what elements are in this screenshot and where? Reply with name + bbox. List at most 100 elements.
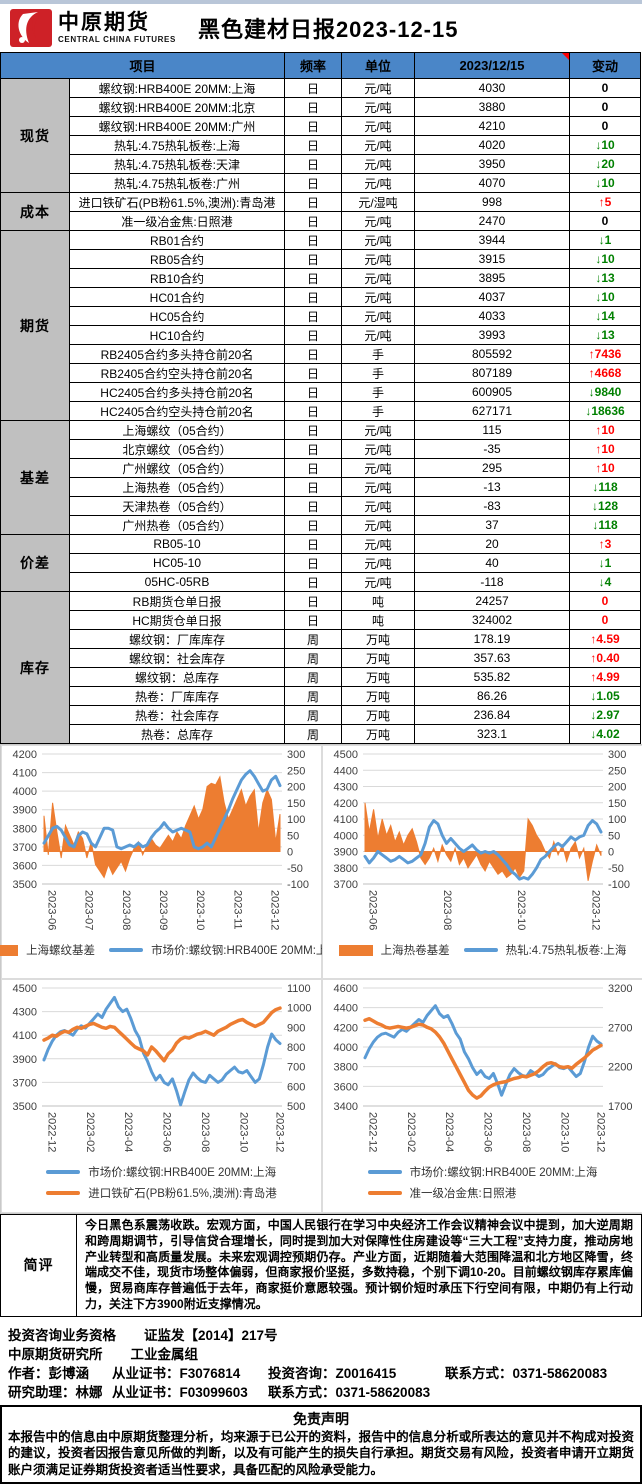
svg-text:300: 300 — [608, 749, 626, 761]
cell-unit: 手 — [342, 364, 415, 383]
svg-text:4600: 4600 — [334, 983, 358, 995]
svg-text:-100: -100 — [287, 879, 309, 891]
license-number: 证监发【2014】217号 — [144, 1328, 278, 1344]
cell-item: 螺纹钢：总库存 — [70, 668, 285, 687]
cell-change: ↓10 — [570, 174, 641, 193]
svg-text:4000: 4000 — [13, 786, 37, 798]
cell-freq: 日 — [285, 117, 342, 136]
svg-text:250: 250 — [287, 765, 305, 777]
svg-text:2023-04: 2023-04 — [443, 1112, 455, 1152]
svg-text:50: 50 — [287, 830, 299, 842]
cell-change: ↓4 — [570, 573, 641, 592]
cell-freq: 周 — [285, 706, 342, 725]
cell-freq: 周 — [285, 630, 342, 649]
cell-item: 螺纹钢:HRB400E 20MM:上海 — [70, 79, 285, 98]
author-advisory: 投资咨询：Z0016415 — [268, 1366, 397, 1382]
svg-text:150: 150 — [608, 798, 626, 810]
cell-value: 627171 — [415, 402, 570, 421]
cell-unit: 元/吨 — [342, 535, 415, 554]
cell-change: ↑7436 — [570, 345, 641, 364]
legend-area-swatch — [0, 944, 19, 956]
cell-freq: 周 — [285, 668, 342, 687]
cell-change: 0 — [570, 611, 641, 630]
credentials-line-4: 研究助理：林娜 从业证书：F03099603 联系方式：0371-5862008… — [8, 1382, 634, 1401]
chart-legend: 上海热卷基差 热轧:4.75热轧板卷:上海 — [323, 942, 642, 958]
cell-freq: 日 — [285, 250, 342, 269]
legend-entry: 市场价:螺纹钢:HRB400E 20MM:上海 — [46, 1164, 276, 1180]
cell-freq: 日 — [285, 288, 342, 307]
cell-unit: 万吨 — [342, 630, 415, 649]
cell-value: 3993 — [415, 326, 570, 345]
cell-item: 广州螺纹（05合约） — [70, 459, 285, 478]
cell-unit: 元/吨 — [342, 98, 415, 117]
group-label: 库存 — [1, 592, 70, 744]
report-header: 中原期货 CENTRAL CHINA FUTURES 黑色建材日报2023-12… — [0, 4, 642, 52]
cell-unit: 万吨 — [342, 649, 415, 668]
cell-value: 236.84 — [415, 706, 570, 725]
cell-value: 4030 — [415, 79, 570, 98]
svg-text:3900: 3900 — [13, 1054, 37, 1066]
svg-text:2023-12: 2023-12 — [273, 1112, 285, 1152]
page-title: 黑色建材日报2023-12-15 — [197, 17, 459, 42]
brand-en: CENTRAL CHINA FUTURES — [58, 35, 176, 44]
cell-item: HC期货仓单日报 — [70, 611, 285, 630]
legend-entry: 热轧:4.75热轧板卷:上海 — [463, 942, 626, 958]
group-label: 基差 — [1, 421, 70, 535]
disclaimer-text: 本报告中的信息由中原期货整理分析，均来源于已公开的资料，报告中的信息分析或所表达… — [8, 1429, 634, 1477]
svg-text:300: 300 — [287, 749, 305, 761]
cell-item: 天津热卷（05合约） — [70, 497, 285, 516]
cell-change: ↓9840 — [570, 383, 641, 402]
cell-freq: 日 — [285, 459, 342, 478]
cell-item: HC10合约 — [70, 326, 285, 345]
cell-freq: 日 — [285, 326, 342, 345]
cell-item: 准一级冶金焦:日照港 — [70, 212, 285, 231]
cell-item: 北京螺纹（05合约） — [70, 440, 285, 459]
cell-freq: 日 — [285, 193, 342, 212]
svg-text:3600: 3600 — [13, 860, 37, 872]
cell-item: 进口铁矿石(PB粉61.5%,澳洲):青岛港 — [70, 193, 285, 212]
data-table: 项目 频率 单位 2023/12/15 变动 现货 螺纹钢:HRB400E 20M… — [0, 52, 641, 744]
svg-text:2023-12: 2023-12 — [594, 1112, 606, 1152]
cell-value: 4037 — [415, 288, 570, 307]
legend-entry: 市场价:螺纹钢:HRB400E 20MM:上海 — [367, 1164, 597, 1180]
svg-text:1100: 1100 — [287, 983, 311, 995]
cell-value: -13 — [415, 478, 570, 497]
cell-item: RB01合约 — [70, 231, 285, 250]
cell-value: 4070 — [415, 174, 570, 193]
svg-text:2023-06: 2023-06 — [482, 1112, 494, 1152]
cell-value: 2470 — [415, 212, 570, 231]
cell-item: HC05合约 — [70, 307, 285, 326]
svg-text:4000: 4000 — [334, 830, 358, 842]
cell-freq: 日 — [285, 231, 342, 250]
cell-freq: 日 — [285, 478, 342, 497]
svg-text:4500: 4500 — [334, 749, 358, 761]
cell-value: 4033 — [415, 307, 570, 326]
cell-freq: 日 — [285, 440, 342, 459]
cell-unit: 元/吨 — [342, 554, 415, 573]
chart-rebar-vs-coke: 4600 4400 4200 4000 3800 3600 3400 3200 2700 2200… — [322, 979, 642, 1213]
cell-freq: 日 — [285, 592, 342, 611]
svg-text:-100: -100 — [608, 879, 630, 891]
svg-text:4200: 4200 — [334, 798, 358, 810]
cell-unit: 元/吨 — [342, 117, 415, 136]
cell-freq: 日 — [285, 98, 342, 117]
license-label: 投资咨询业务资格 — [8, 1328, 116, 1344]
chart-legend: 市场价:螺纹钢:HRB400E 20MM:上海 准一级冶金焦:日照港 — [367, 1164, 597, 1201]
cell-unit: 元/吨 — [342, 231, 415, 250]
cell-item: RB05-10 — [70, 535, 285, 554]
svg-text:2700: 2700 — [608, 1022, 632, 1034]
svg-text:2023-12: 2023-12 — [269, 890, 281, 930]
svg-text:3800: 3800 — [334, 863, 358, 875]
cell-freq: 日 — [285, 402, 342, 421]
svg-text:2023-10: 2023-10 — [194, 890, 206, 930]
cell-change: 0 — [570, 98, 641, 117]
cell-freq: 日 — [285, 573, 342, 592]
cell-value: 4210 — [415, 117, 570, 136]
svg-text:600: 600 — [287, 1081, 305, 1093]
svg-text:4400: 4400 — [334, 1003, 358, 1015]
group-label: 期货 — [1, 231, 70, 421]
cell-change: ↓13 — [570, 269, 641, 288]
svg-text:500: 500 — [287, 1101, 305, 1113]
cell-change: ↓128 — [570, 497, 641, 516]
cell-change: ↑10 — [570, 459, 641, 478]
